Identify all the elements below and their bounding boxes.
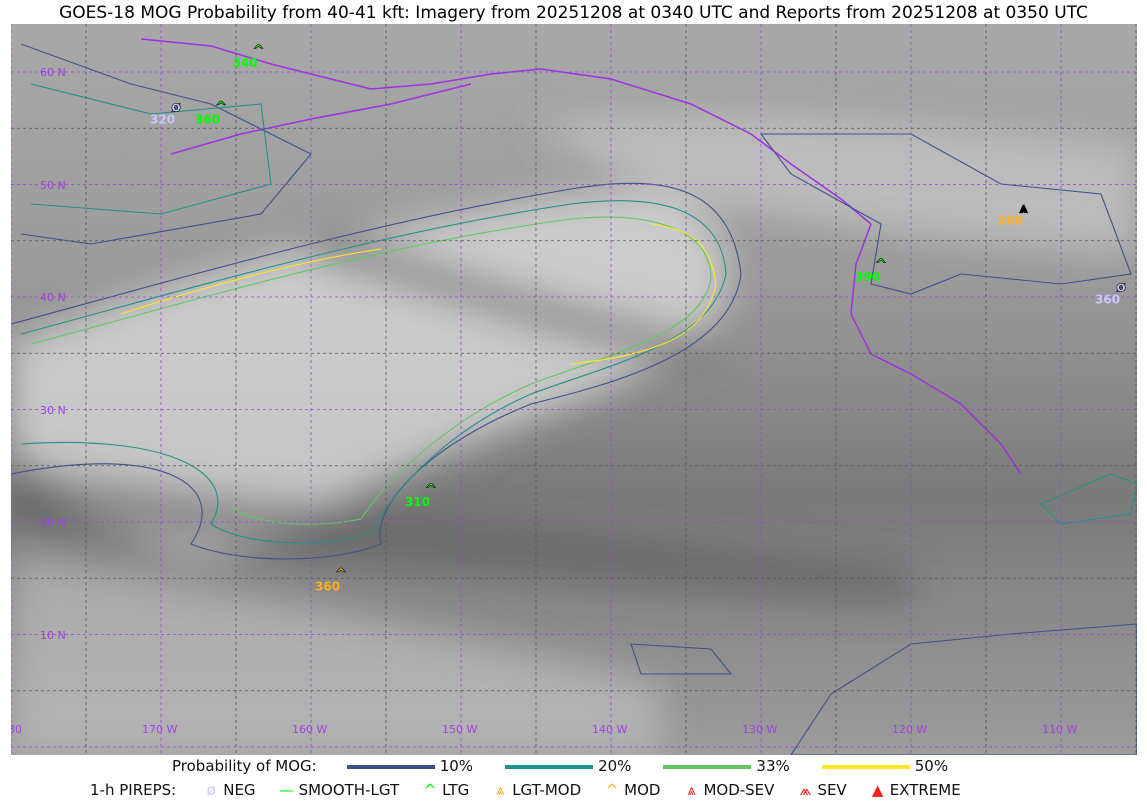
legend-pirep-neg: ø NEG <box>202 781 256 799</box>
pirep-ltg-icon[interactable]: ^ <box>252 43 265 60</box>
lon-label: 180 <box>11 723 22 736</box>
map-title: GOES-18 MOG Probability from 40-41 kft: … <box>59 3 1088 23</box>
lat-label: 10 N <box>40 629 66 642</box>
pirep-legend: 1-h PIREPS: ø NEG — SMOOTH-LGT ^ LTG ⩓ LGT-MOD ^… <box>0 781 1147 799</box>
lat-label: 60 N <box>40 66 66 79</box>
pirep-ltg-icon[interactable]: ^ <box>215 99 227 116</box>
legend-pirep-label: LTG <box>442 781 470 799</box>
lat-label: 20 N <box>40 516 66 529</box>
legend-pirep-label: MOD <box>624 781 661 799</box>
satellite-map[interactable]: 180 170 W 160 W 150 W 140 W 130 W 120 W … <box>11 24 1137 755</box>
pirep-lgt-mod-icon[interactable]: ⩓ <box>1018 200 1029 217</box>
legend-50: 50% <box>821 757 948 775</box>
pirep-altitude-label: 320 <box>150 112 175 126</box>
mod-icon: ^ <box>605 781 619 799</box>
legend-pirep-label: LGT-MOD <box>512 781 582 799</box>
mog-contours <box>11 43 1137 755</box>
legend-pirep-label: EXTREME <box>889 781 961 799</box>
lat-label: 30 N <box>40 404 66 417</box>
pirep-altitude-label: 390 <box>855 270 880 284</box>
lon-label: 150 W <box>442 723 477 736</box>
legend-pirep-mod: ^ MOD <box>603 781 661 799</box>
legend-pirep-label: SEV <box>817 781 847 799</box>
pirep-altitude-label: 360 <box>1095 292 1120 306</box>
pirep-ltg-icon[interactable]: ^ <box>875 257 887 274</box>
extreme-icon: ▲ <box>871 781 884 799</box>
pirep-altitude-label: 260 <box>998 214 1023 228</box>
lgt-mod-icon: ⩓ <box>495 781 505 799</box>
legend-pirep-label: MOD-SEV <box>703 781 775 799</box>
legend-pirep-lgt-mod: ⩓ LGT-MOD <box>491 781 581 799</box>
legend-pirep-label: SMOOTH-LGT <box>298 781 400 799</box>
legend-pirep-label: NEG <box>223 781 256 799</box>
dash-icon: — <box>279 781 295 799</box>
mod-sev-icon: ⩓ <box>687 781 696 799</box>
legend-pirep-mod-sev: ⩓ MOD-SEV <box>682 781 774 799</box>
lon-label: 120 W <box>892 723 927 736</box>
legend-pirep-extreme: ▲ EXTREME <box>869 781 961 799</box>
lon-label: 110 W <box>1042 723 1077 736</box>
pirep-altitude-label: 360 <box>315 579 340 593</box>
coastlines <box>140 38 1022 475</box>
legend-pirep-sev: ⩕ SEV <box>796 781 847 799</box>
lat-label: 50 N <box>40 179 66 192</box>
lon-label: 140 W <box>592 723 627 736</box>
legend-10: 10% <box>346 757 473 775</box>
pirep-neg-icon[interactable]: ø <box>1116 279 1127 296</box>
legend-pirep-ltg: ^ LTG <box>421 781 469 799</box>
legend-pirep-smooth-lgt: — SMOOTH-LGT <box>278 781 400 799</box>
pirep-ltg-icon[interactable]: ^ <box>425 482 437 499</box>
sev-icon: ⩕ <box>799 781 812 799</box>
probability-legend: Probability of MOG: 10% 20% 33% 50% <box>0 757 1147 775</box>
pirep-altitude-label: 310 <box>405 495 430 509</box>
pirep-altitude-label: 340 <box>233 56 258 70</box>
legend-20: 20% <box>505 757 631 775</box>
null-circle-icon: ø <box>206 781 216 799</box>
lat-label: 40 N <box>40 291 66 304</box>
lon-label: 130 W <box>742 723 777 736</box>
legend-33: 33% <box>663 757 790 775</box>
pirep-legend-title: 1-h PIREPS: <box>90 781 177 799</box>
lon-label: 170 W <box>142 723 177 736</box>
lat-lon-grid <box>11 24 1137 755</box>
prob-legend-title: Probability of MOG: <box>172 757 317 775</box>
pirep-neg-icon[interactable]: ø <box>171 99 182 116</box>
caret-icon: ^ <box>423 781 437 799</box>
pirep-mod-icon[interactable]: ^ <box>335 566 347 583</box>
latitude-labels: 60 N 50 N 40 N 30 N 20 N 10 N <box>40 66 66 642</box>
pirep-altitude-label: 360 <box>195 112 220 126</box>
lon-label: 160 W <box>292 723 327 736</box>
longitude-labels: 180 170 W 160 W 150 W 140 W 130 W 120 W … <box>11 723 1077 736</box>
